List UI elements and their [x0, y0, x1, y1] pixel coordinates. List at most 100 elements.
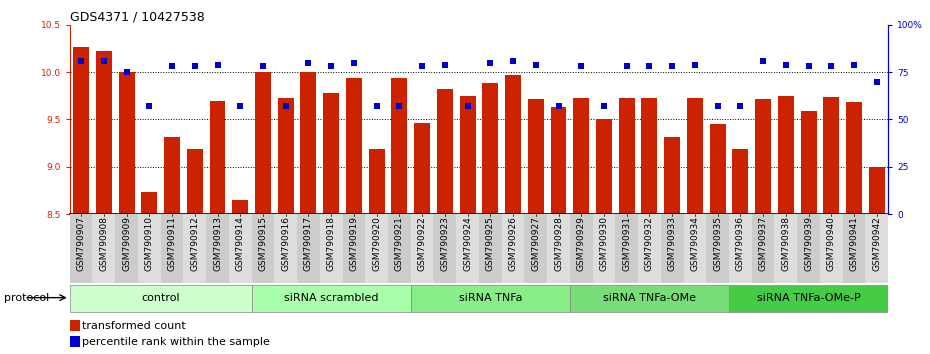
- Bar: [255, 72, 271, 214]
- Bar: [823, 97, 839, 214]
- Bar: [820, 214, 843, 283]
- Text: siRNA TNFa: siRNA TNFa: [458, 293, 522, 303]
- Text: GDS4371 / 10427538: GDS4371 / 10427538: [70, 11, 205, 24]
- Text: GSM790930: GSM790930: [600, 216, 608, 271]
- Text: GSM790918: GSM790918: [326, 216, 336, 271]
- Bar: [414, 123, 430, 214]
- Bar: [797, 214, 820, 283]
- Bar: [457, 214, 479, 283]
- Bar: [209, 102, 225, 214]
- Bar: [570, 214, 592, 283]
- Text: GSM790929: GSM790929: [577, 216, 586, 271]
- Bar: [479, 214, 501, 283]
- Point: [460, 103, 475, 109]
- Bar: [115, 214, 138, 283]
- Text: GSM790916: GSM790916: [281, 216, 290, 271]
- Text: GSM790935: GSM790935: [713, 216, 723, 271]
- Point: [642, 64, 657, 69]
- Bar: [751, 214, 775, 283]
- Point: [392, 103, 406, 109]
- Bar: [501, 214, 525, 283]
- Bar: [729, 214, 751, 283]
- Bar: [365, 214, 388, 283]
- Text: siRNA TNFa-OMe-P: siRNA TNFa-OMe-P: [757, 293, 860, 303]
- Bar: [141, 192, 157, 214]
- Bar: [161, 214, 183, 283]
- Bar: [274, 214, 297, 283]
- Bar: [229, 214, 252, 283]
- Point: [347, 60, 362, 65]
- Bar: [70, 336, 80, 347]
- Text: siRNA TNFa-OMe: siRNA TNFa-OMe: [603, 293, 696, 303]
- Bar: [138, 214, 161, 283]
- Bar: [706, 214, 729, 283]
- Bar: [164, 137, 180, 214]
- Text: GSM790910: GSM790910: [145, 216, 153, 271]
- Point: [165, 64, 179, 69]
- Bar: [801, 111, 817, 214]
- Point: [528, 62, 543, 67]
- Text: GSM790936: GSM790936: [736, 216, 745, 271]
- Point: [324, 64, 339, 69]
- Point: [119, 69, 134, 75]
- Bar: [505, 75, 521, 214]
- Bar: [183, 214, 206, 283]
- Text: siRNA scrambled: siRNA scrambled: [284, 293, 379, 303]
- Point: [551, 103, 566, 109]
- Bar: [638, 214, 661, 283]
- FancyBboxPatch shape: [570, 285, 729, 312]
- Text: GSM790924: GSM790924: [463, 216, 472, 271]
- Text: GSM790933: GSM790933: [668, 216, 677, 271]
- Bar: [411, 214, 433, 283]
- Point: [210, 62, 225, 67]
- Bar: [733, 149, 749, 214]
- Point: [733, 103, 748, 109]
- Text: GSM790928: GSM790928: [554, 216, 563, 271]
- Bar: [70, 214, 92, 283]
- Bar: [573, 98, 590, 214]
- Point: [301, 60, 316, 65]
- FancyBboxPatch shape: [70, 285, 252, 312]
- Bar: [73, 47, 89, 214]
- Point: [846, 62, 861, 67]
- Point: [778, 62, 793, 67]
- Bar: [775, 214, 797, 283]
- Point: [369, 103, 384, 109]
- Point: [574, 64, 589, 69]
- Point: [256, 64, 271, 69]
- Bar: [96, 51, 112, 214]
- Bar: [433, 214, 457, 283]
- Bar: [346, 78, 362, 214]
- Bar: [437, 89, 453, 214]
- Point: [824, 64, 839, 69]
- Text: GSM790937: GSM790937: [759, 216, 767, 271]
- Bar: [392, 78, 407, 214]
- Bar: [368, 149, 385, 214]
- Bar: [119, 72, 135, 214]
- Text: GSM790942: GSM790942: [872, 216, 882, 271]
- Text: GSM790941: GSM790941: [849, 216, 858, 271]
- Bar: [687, 98, 703, 214]
- Point: [437, 62, 452, 67]
- Bar: [459, 96, 475, 214]
- Point: [278, 103, 293, 109]
- Text: GSM790922: GSM790922: [418, 216, 427, 271]
- Bar: [278, 98, 294, 214]
- Text: GSM790932: GSM790932: [644, 216, 654, 271]
- Text: GSM790938: GSM790938: [781, 216, 790, 271]
- Text: GSM790939: GSM790939: [804, 216, 813, 271]
- Bar: [342, 214, 365, 283]
- Text: GSM790909: GSM790909: [122, 216, 131, 271]
- Bar: [596, 119, 612, 214]
- Text: GSM790923: GSM790923: [440, 216, 449, 271]
- Text: GSM790908: GSM790908: [100, 216, 109, 271]
- Bar: [618, 98, 634, 214]
- Text: control: control: [141, 293, 180, 303]
- Text: GSM790914: GSM790914: [235, 216, 245, 271]
- Text: protocol: protocol: [4, 293, 49, 303]
- Text: percentile rank within the sample: percentile rank within the sample: [82, 337, 270, 347]
- Point: [687, 62, 702, 67]
- Text: GSM790907: GSM790907: [76, 216, 86, 271]
- Point: [415, 64, 430, 69]
- Point: [756, 58, 771, 64]
